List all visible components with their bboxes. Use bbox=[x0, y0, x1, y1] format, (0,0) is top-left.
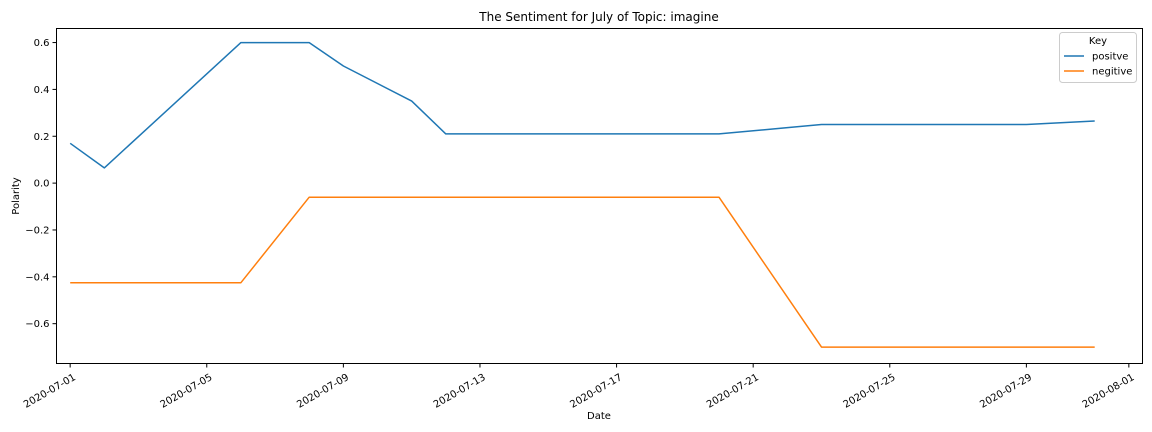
y-tick-label: 0.0 bbox=[34, 179, 50, 190]
x-tick-label: 2020-07-09 bbox=[295, 372, 351, 411]
y-tick-label: 0.6 bbox=[34, 38, 50, 49]
y-tick-label: 0.2 bbox=[34, 132, 50, 143]
x-axis: 2020-07-01 2020-07-05 2020-07-09 2020-07-13… bbox=[22, 363, 1137, 411]
y-tick-label: −0.2 bbox=[25, 225, 49, 236]
plot-area bbox=[56, 28, 1143, 364]
legend-label: negitive bbox=[1092, 67, 1132, 78]
x-tick-label: 2020-07-29 bbox=[978, 372, 1034, 411]
x-tick-label: 2020-08-01 bbox=[1081, 372, 1137, 411]
y-tick-label: 0.4 bbox=[34, 85, 50, 96]
y-axis: 0.6 0.4 0.2 0.0 −0.2 −0.4 −0.6 bbox=[25, 38, 57, 330]
series-line-negitive bbox=[70, 196, 1095, 348]
plot-frame bbox=[56, 28, 1143, 364]
y-axis-label: Polarity bbox=[11, 177, 22, 215]
series-layer bbox=[69, 41, 1095, 348]
chart-title: The Sentiment for July of Topic: imagine bbox=[478, 10, 718, 24]
legend-title: Key bbox=[1089, 36, 1107, 47]
x-tick-label: 2020-07-21 bbox=[705, 372, 761, 411]
x-axis-label: Date bbox=[587, 411, 611, 422]
x-tick-label: 2020-07-17 bbox=[568, 372, 624, 411]
series-line-positve bbox=[69, 41, 1095, 169]
legend-box bbox=[1059, 32, 1137, 83]
y-tick-label: −0.6 bbox=[25, 319, 49, 330]
x-tick-label: 2020-07-01 bbox=[22, 372, 78, 411]
y-tick-label: −0.4 bbox=[25, 272, 49, 283]
legend-label: positve bbox=[1092, 52, 1128, 63]
x-tick-label: 2020-07-25 bbox=[842, 372, 898, 411]
legend: Key positve negitive bbox=[1059, 32, 1137, 83]
x-tick-label: 2020-07-13 bbox=[432, 372, 488, 411]
x-tick-label: 2020-07-05 bbox=[159, 372, 215, 411]
